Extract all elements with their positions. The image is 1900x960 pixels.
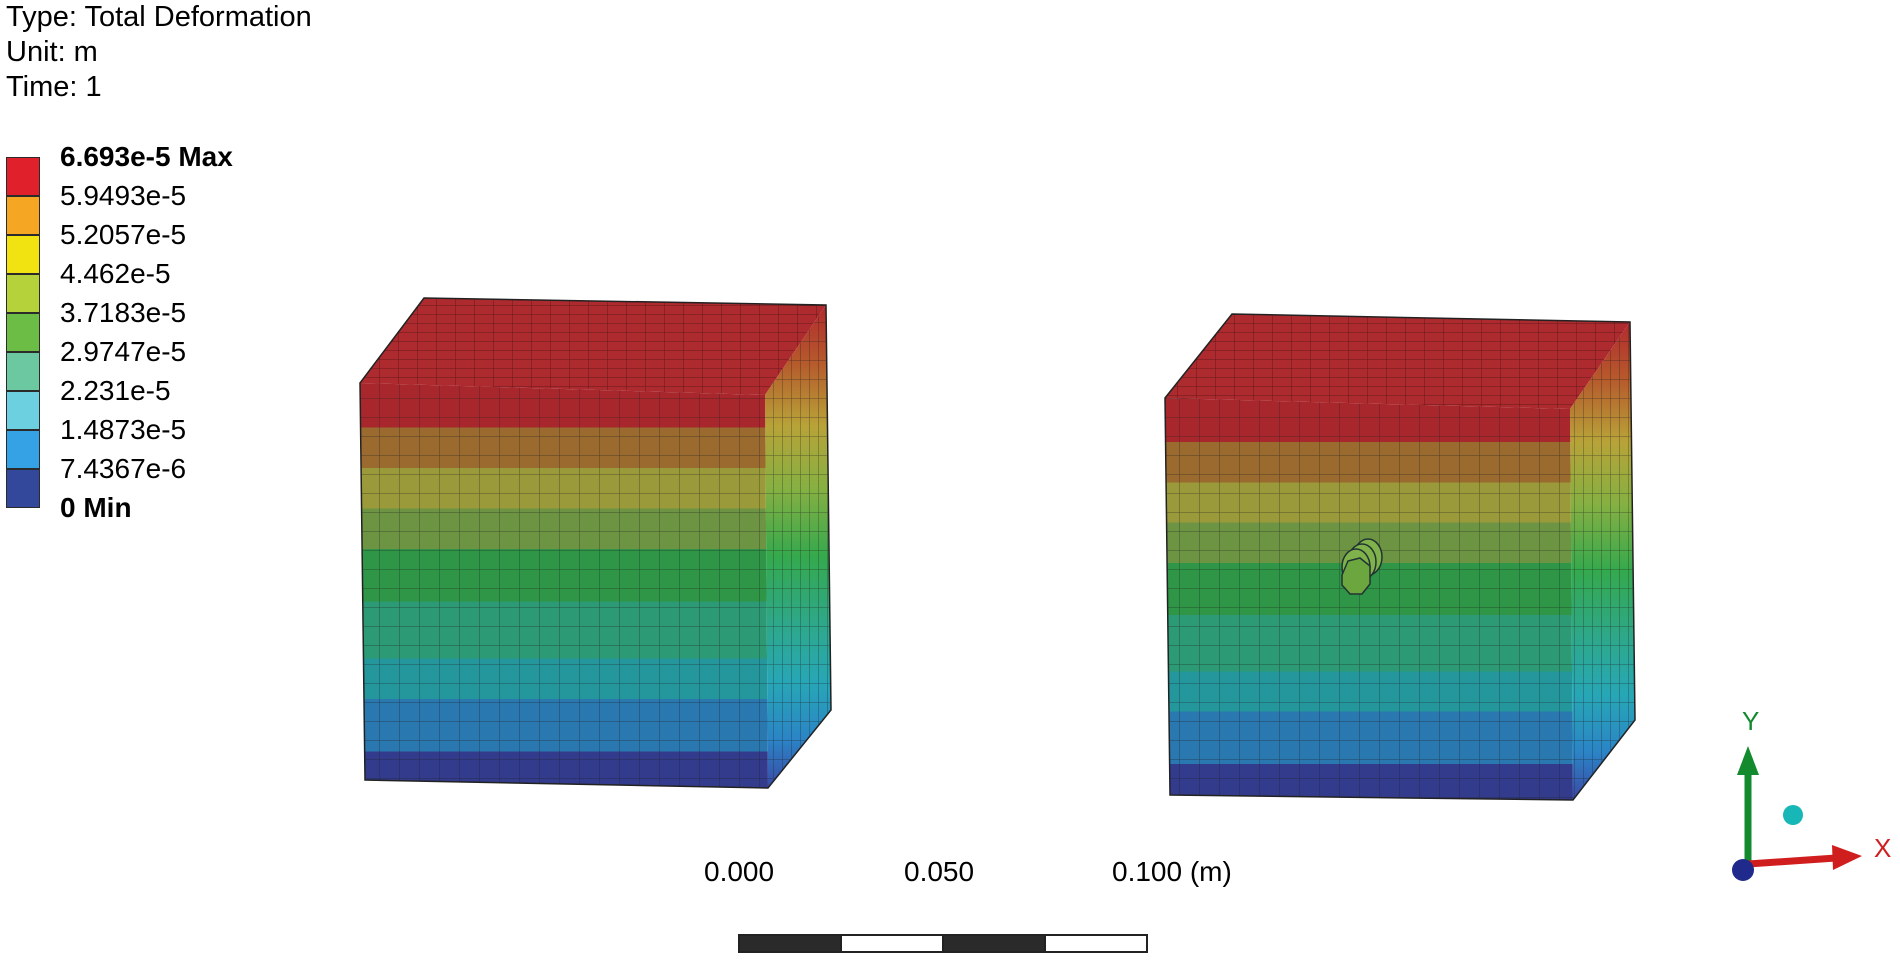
scale-segment xyxy=(840,934,944,953)
result-time: Time: 1 xyxy=(6,71,102,103)
result-type: Type: Total Deformation xyxy=(6,1,312,33)
legend-swatch xyxy=(6,391,40,430)
legend-max-label: 6.693e-5 Max xyxy=(60,141,233,172)
legend-label: 4.462e-5 xyxy=(60,258,171,289)
legend-swatch xyxy=(6,469,40,508)
left-mesh-block[interactable] xyxy=(359,297,832,789)
legend-swatch xyxy=(6,352,40,391)
coordinate-triad[interactable]: Y X xyxy=(1732,706,1891,881)
legend-label: 3.7183e-5 xyxy=(60,297,187,328)
legend-swatch xyxy=(6,274,40,313)
legend-swatch xyxy=(6,430,40,469)
legend-swatch xyxy=(6,196,40,235)
scale-label-2: 0.100 (m) xyxy=(1112,856,1232,887)
legend-label: 2.9747e-5 xyxy=(60,336,187,367)
scale-segment xyxy=(942,934,1046,953)
triad-y-label: Y xyxy=(1742,706,1759,736)
scale-segment xyxy=(1044,934,1148,953)
scale-label-1: 0.050 xyxy=(904,856,975,887)
legend-label: 2.231e-5 xyxy=(60,375,171,406)
bolt-feature[interactable] xyxy=(1341,538,1383,595)
legend-label: 7.4367e-6 xyxy=(60,453,187,484)
legend-swatch xyxy=(6,313,40,352)
legend-label: 1.4873e-5 xyxy=(60,414,187,445)
result-unit: Unit: m xyxy=(6,36,98,68)
iso-view-icon[interactable] xyxy=(1783,805,1803,825)
z-axis-icon xyxy=(1732,859,1754,881)
legend-min-label: 0 Min xyxy=(60,492,132,523)
scale-label-0: 0.000 xyxy=(704,856,775,887)
triad-x-label: X xyxy=(1874,833,1891,863)
legend-swatch xyxy=(6,235,40,274)
scale-segment xyxy=(738,934,842,953)
right-mesh-block[interactable] xyxy=(1164,313,1636,801)
legend-swatch xyxy=(6,157,40,196)
result-info: Type: Total Deformation Unit: m Time: 1 xyxy=(6,0,312,105)
legend-label: 5.2057e-5 xyxy=(60,219,187,250)
legend-label: 5.9493e-5 xyxy=(60,180,187,211)
